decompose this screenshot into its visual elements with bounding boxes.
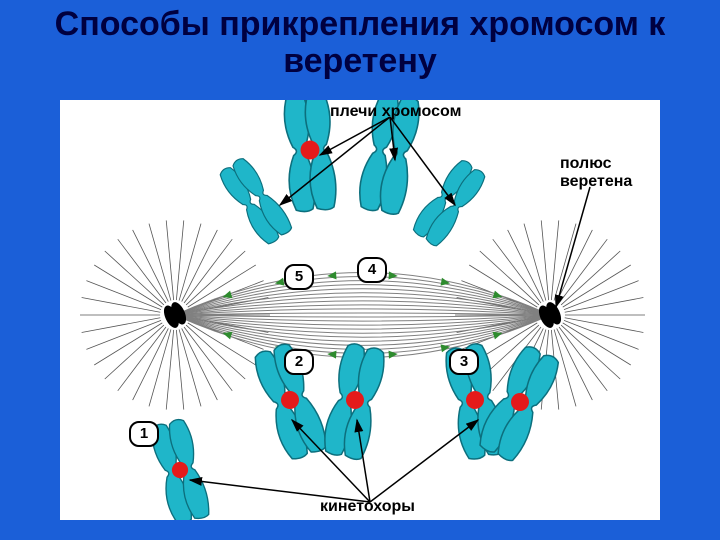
label-arms: плечи хромосом: [330, 103, 461, 121]
slide-title: Способы прикрепления хромосом к веретену: [0, 6, 720, 81]
marker-1: 1: [129, 421, 159, 447]
label-pole: полюс веретена: [560, 155, 655, 191]
slide: Способы прикрепления хромосом к веретену…: [0, 0, 720, 540]
chromosome: [410, 157, 489, 249]
marker-4: 4: [357, 257, 387, 283]
figure: плечи хромосом полюс веретена кинетохоры 5 4…: [60, 100, 660, 520]
marker-2: 2: [284, 349, 314, 375]
label-kineto: кинетохоры: [320, 498, 415, 516]
chromosome: [216, 155, 295, 247]
marker-3: 3: [449, 349, 479, 375]
marker-5: 5: [284, 264, 314, 290]
chromosome: [321, 342, 388, 462]
